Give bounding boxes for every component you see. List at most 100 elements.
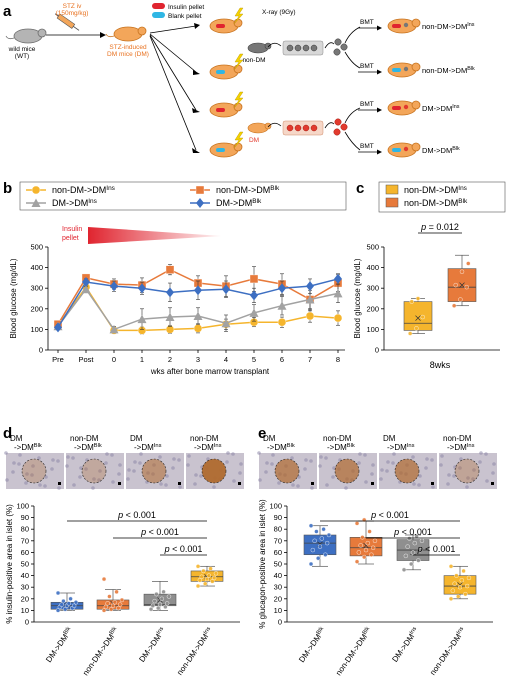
y-tick-label: 90 (274, 513, 282, 522)
data-point (369, 552, 374, 557)
data-point-diamond (110, 281, 118, 292)
data-point-triangle (31, 198, 41, 207)
image-label: DM (130, 434, 143, 443)
wt-label-1: wild mice (8, 46, 36, 53)
data-point (459, 578, 464, 583)
data-point (362, 554, 367, 560)
dm-label-1: STZ-induced (109, 44, 147, 51)
marrow-cell-icon (403, 22, 409, 28)
data-point (370, 545, 376, 550)
panel-b-time-course: 0 100 200 300 400 500 Pre Post 0 1 2 3 4 5 6 7 8 Blood gl… (9, 181, 347, 376)
islet-micrograph (65, 452, 124, 490)
data-point (401, 567, 407, 572)
legend-box (378, 181, 506, 213)
islet-micrograph (379, 452, 437, 489)
dm-mouse-icon (105, 26, 147, 42)
data-point-triangle (81, 284, 91, 294)
data-point (150, 603, 156, 608)
x-category-label: non-DM->DMIns (175, 626, 215, 677)
y-tick-label: 80 (274, 525, 282, 534)
recipient-mouse-icon (209, 131, 244, 158)
p-value-label: p < 0.001 (370, 510, 409, 520)
data-point (372, 538, 378, 543)
bmt-label-3: BMT (360, 101, 374, 108)
data-point-triangle (109, 324, 119, 334)
x-tick-label: 4 (224, 355, 228, 364)
box (349, 517, 383, 565)
panel-letter-c: c (356, 180, 364, 197)
data-point-diamond (278, 283, 286, 294)
data-point (161, 589, 166, 595)
data-point (59, 602, 64, 607)
pellet-icon (216, 108, 225, 112)
y-tick-label: 400 (366, 263, 379, 272)
data-point-diamond (194, 285, 202, 296)
data-point (410, 550, 416, 555)
islet-outline (454, 458, 480, 484)
box-iqr (349, 537, 383, 557)
image-label: non-DM (443, 434, 472, 443)
data-point (55, 608, 61, 613)
islet-micrograph (318, 452, 377, 490)
y-tick-label: 0 (278, 618, 282, 627)
data-point (464, 284, 469, 290)
islet-outline (201, 458, 227, 484)
group-label-0: non-DM->DMIns (422, 22, 475, 31)
y-tick-label: 20 (21, 594, 29, 603)
data-point-circle (305, 311, 315, 321)
y-axis-label: Blood glucose (mg/dL) (353, 258, 362, 338)
p-value-label: p < 0.001 (417, 544, 456, 554)
scale-bar (118, 482, 121, 485)
image-sublabel: ->DMBlk (74, 443, 102, 452)
data-point-triangle (249, 308, 259, 317)
data-point (312, 538, 317, 543)
syringe-icon (54, 13, 80, 31)
y-tick-label: 10 (21, 606, 29, 615)
data-point (457, 585, 463, 590)
data-point (414, 326, 419, 331)
legend-swatch (385, 184, 399, 195)
data-point-triangle (137, 314, 147, 324)
x-tick-label: 0 (112, 355, 116, 364)
data-point-triangle (305, 295, 315, 304)
p-value-label: p < 0.001 (140, 527, 179, 537)
bmt-label-4: BMT (360, 143, 374, 150)
x-tick-label: 8 (336, 355, 340, 364)
image-label: DM (383, 434, 396, 443)
data-point (409, 561, 414, 567)
x-tick-label: 6 (280, 355, 284, 364)
data-point (407, 331, 413, 336)
data-point (195, 564, 201, 569)
pellet-icon (216, 24, 225, 28)
data-point-circle (277, 317, 287, 327)
data-point-square (165, 265, 175, 274)
recipient-mouse-icon (209, 53, 244, 80)
x-tick-label: 7 (308, 355, 312, 364)
data-point (464, 583, 470, 589)
data-point (66, 601, 71, 606)
panel-c-boxplot: 0 100 200 300 400 500 Blood glucose (mg/dL) 8wk… (353, 181, 506, 370)
legend-box (19, 181, 347, 211)
p-value-label: p = 0.012 (420, 222, 459, 232)
data-point (109, 607, 114, 612)
data-point (114, 589, 119, 595)
data-point (356, 550, 362, 555)
scale-bar (311, 482, 314, 485)
stz-label-2: (150mg/kg) (56, 10, 89, 17)
xray-bolt-icon (233, 131, 244, 149)
y-tick-label: 70 (274, 536, 282, 545)
pellet-icon (392, 106, 401, 110)
donor-nondm-mouse-icon (247, 42, 272, 54)
xray-label: X-ray (9Gy) (262, 9, 296, 16)
donor-nondm-label: non-DM (242, 57, 265, 64)
data-point (163, 604, 168, 610)
wt-label-2: (WT) (15, 53, 29, 60)
data-point-circle (31, 185, 41, 195)
box (443, 564, 477, 601)
data-point-diamond (306, 281, 314, 292)
pellet-icon (392, 68, 401, 72)
x-tick-label: 3 (196, 355, 200, 364)
xray-bolt-icon (233, 53, 244, 71)
data-point (201, 568, 206, 574)
panel-e-glucagon: DM->DMBlknon-DM->DMBlkDM->DMInsnon-DM->D… (257, 434, 497, 677)
